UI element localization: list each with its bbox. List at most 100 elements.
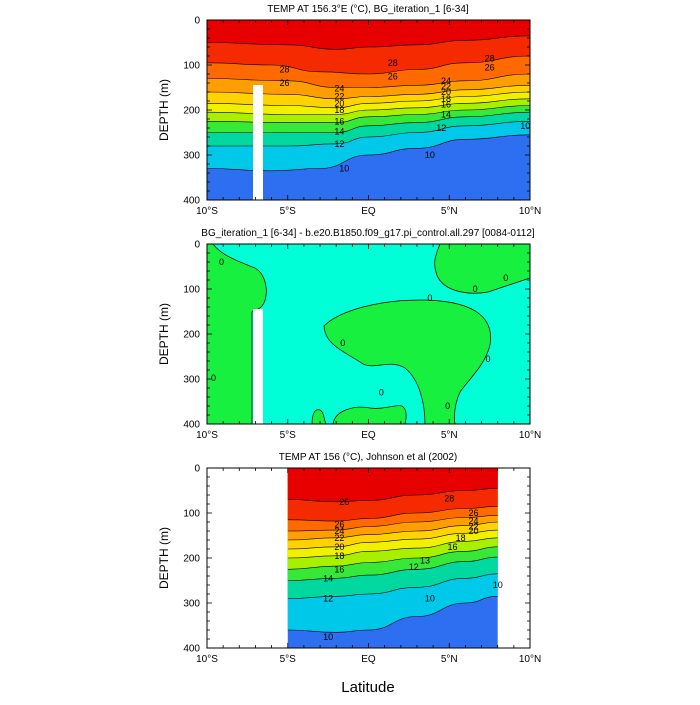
isotherm-line-28 (207, 35, 530, 50)
contour-label: 24 (334, 526, 344, 536)
contour-label: 20 (441, 87, 451, 97)
contour-label: 26 (468, 508, 478, 518)
contour-label: 24 (468, 516, 478, 526)
isotherm-line-18 (207, 98, 530, 115)
y-tick-label: 0 (194, 240, 200, 251)
y-tick-label: 200 (183, 554, 200, 565)
x-tick-label: 5°S (280, 430, 297, 441)
y-tick-label: 100 (183, 509, 200, 520)
contour-label: 10 (323, 632, 333, 642)
y-tick-label: 100 (183, 61, 200, 72)
contour-label: 26 (339, 497, 349, 507)
panel1-title: TEMP AT 156.3°E (°C), BG_iteration_1 [6-… (267, 4, 469, 15)
isotherm-line-10 (287, 596, 498, 633)
y-tick-label: 300 (183, 375, 200, 386)
isotherm-line-26 (207, 55, 530, 75)
contour-label: 18 (456, 533, 466, 543)
contour-label: 24 (441, 76, 451, 86)
isotherm-line-26 (287, 506, 498, 522)
contour-label: 12 (436, 123, 446, 133)
contour-label: 12 (323, 594, 333, 604)
contour-label: 0 (473, 284, 478, 294)
contour-label: 0 (503, 273, 508, 283)
contour-label: 22 (334, 533, 344, 543)
panel2-region-northeast (434, 244, 530, 294)
x-tick-label: EQ (361, 430, 376, 441)
isotherm-line-22 (207, 85, 530, 100)
y-tick-label: 0 (194, 464, 200, 475)
x-tick-label: 10°S (196, 430, 218, 441)
isotherm-line-12 (207, 121, 530, 147)
x-tick-label: 5°N (441, 206, 458, 217)
isotherm-line-22 (287, 521, 498, 541)
panel2-region-south-1 (311, 409, 327, 424)
y-tick-label: 300 (183, 599, 200, 610)
panel2-region-south-2 (332, 405, 407, 424)
contour-label: 28 (485, 53, 495, 63)
y-tick-label: 200 (183, 106, 200, 117)
x-tick-label: 10°N (519, 206, 541, 217)
contour-label: 10 (520, 121, 530, 131)
panel2-land-mask (253, 309, 263, 424)
contour-label: 0 (445, 401, 450, 411)
isotherm-line-14 (287, 556, 498, 581)
x-tick-label: 10°N (519, 430, 541, 441)
y-tick-label: 400 (183, 196, 200, 207)
panel2-region-west (207, 244, 267, 424)
contour-label: 12 (334, 139, 344, 149)
contour-label: 10 (493, 580, 503, 590)
x-tick-label: 5°N (441, 654, 458, 665)
contour-label: 20 (468, 526, 478, 536)
contour-label: 14 (441, 110, 451, 120)
contour-label: 28 (279, 65, 289, 75)
contour-label: 0 (219, 257, 224, 267)
y-tick-label: 400 (183, 420, 200, 431)
contour-label: 10 (425, 594, 435, 604)
y-tick-label: 0 (194, 16, 200, 27)
x-tick-label: 5°N (441, 430, 458, 441)
contour-label: 22 (334, 92, 344, 102)
panel2-ylabel: DEPTH (m) (157, 303, 171, 365)
contour-label: 28 (444, 494, 454, 504)
contour-label: 0 (427, 293, 432, 303)
contour-label: 14 (323, 573, 333, 583)
contour-label: 20 (334, 542, 344, 552)
panel1-ylabel: DEPTH (m) (157, 79, 171, 141)
contour-label: 26 (279, 78, 289, 88)
isotherm-line-24 (287, 515, 498, 532)
x-tick-label: 5°S (280, 206, 297, 217)
x-axis-label: Latitude (341, 679, 394, 696)
isotherm-line-12 (287, 573, 498, 599)
isotherm-line-14 (207, 111, 530, 133)
x-tick-label: EQ (361, 654, 376, 665)
x-tick-label: 10°N (519, 654, 541, 665)
isotherm-line-16 (207, 105, 530, 123)
contour-label: 16 (441, 100, 451, 110)
contour-label: 20 (334, 98, 344, 108)
contour-label: 26 (485, 62, 495, 72)
contour-label: 0 (485, 354, 490, 364)
isotherm-line-10 (207, 134, 530, 172)
contour-label: 18 (334, 105, 344, 115)
contour-label: 12 (409, 562, 419, 572)
x-tick-label: 10°S (196, 206, 218, 217)
contour-label: 16 (447, 542, 457, 552)
y-tick-label: 300 (183, 151, 200, 162)
contour-label: 16 (334, 564, 344, 574)
contour-label: 28 (388, 58, 398, 68)
isotherm-line-20 (287, 529, 498, 550)
panel3-ylabel: DEPTH (m) (157, 527, 171, 589)
panel1-land-mask (253, 85, 263, 200)
contour-label: 0 (211, 373, 216, 383)
contour-label: 22 (441, 82, 451, 92)
panel-model-temp: TEMP AT 156.3°E (°C), BG_iteration_1 [6-… (157, 4, 541, 217)
contour-label: 26 (334, 519, 344, 529)
contour-label: 26 (388, 71, 398, 81)
isotherm-line-20 (207, 91, 530, 109)
contour-label: 14 (334, 127, 344, 137)
contour-label: 18 (441, 94, 451, 104)
isotherm-line-18 (287, 537, 498, 559)
y-tick-label: 200 (183, 330, 200, 341)
contour-label: 22 (468, 522, 478, 532)
